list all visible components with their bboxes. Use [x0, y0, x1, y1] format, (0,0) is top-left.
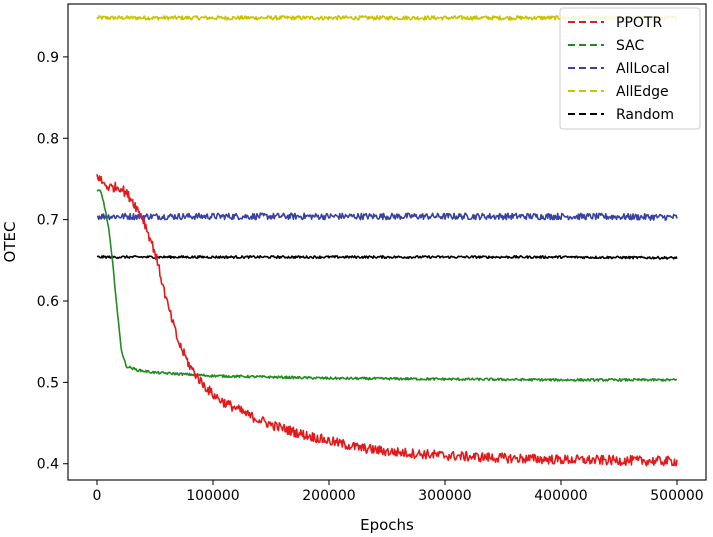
- x-tick-label: 500000: [650, 488, 703, 504]
- legend-label-sac: SAC: [616, 38, 644, 54]
- series-line-alllocal: [96, 212, 678, 222]
- y-tick-label: 0.8: [37, 131, 59, 147]
- y-tick-label: 0.6: [37, 294, 59, 310]
- x-tick-label: 400000: [534, 488, 587, 504]
- x-tick-label: 100000: [186, 488, 239, 504]
- y-axis-label: OTEC: [1, 222, 19, 263]
- y-tick-label: 0.4: [37, 457, 59, 473]
- series-line-ppotr: [96, 174, 678, 467]
- legend-label-random: Random: [616, 107, 674, 123]
- y-tick-label: 0.7: [37, 213, 59, 229]
- legend-label-alledge: AllEdge: [616, 84, 669, 100]
- x-axis-label: Epochs: [360, 516, 414, 534]
- plot-frame: [67, 3, 707, 481]
- y-tick-label: 0.5: [37, 375, 59, 391]
- x-tick-label: 0: [93, 488, 102, 504]
- legend-label-alllocal: AllLocal: [616, 61, 670, 77]
- series-line-random: [96, 255, 678, 260]
- legend: PPOTR SAC AllLocal AllEdge Random: [559, 7, 701, 130]
- ticks-layer: 0 100000 200000 300000 400000 500000 0.4 0.5 0.6…: [37, 50, 704, 504]
- legend-label-ppotr: PPOTR: [616, 15, 662, 31]
- legend-box: [559, 7, 701, 130]
- y-tick-label: 0.9: [37, 50, 59, 66]
- series-line-sac: [96, 189, 678, 382]
- x-tick-label: 200000: [302, 488, 355, 504]
- x-tick-label: 300000: [418, 488, 471, 504]
